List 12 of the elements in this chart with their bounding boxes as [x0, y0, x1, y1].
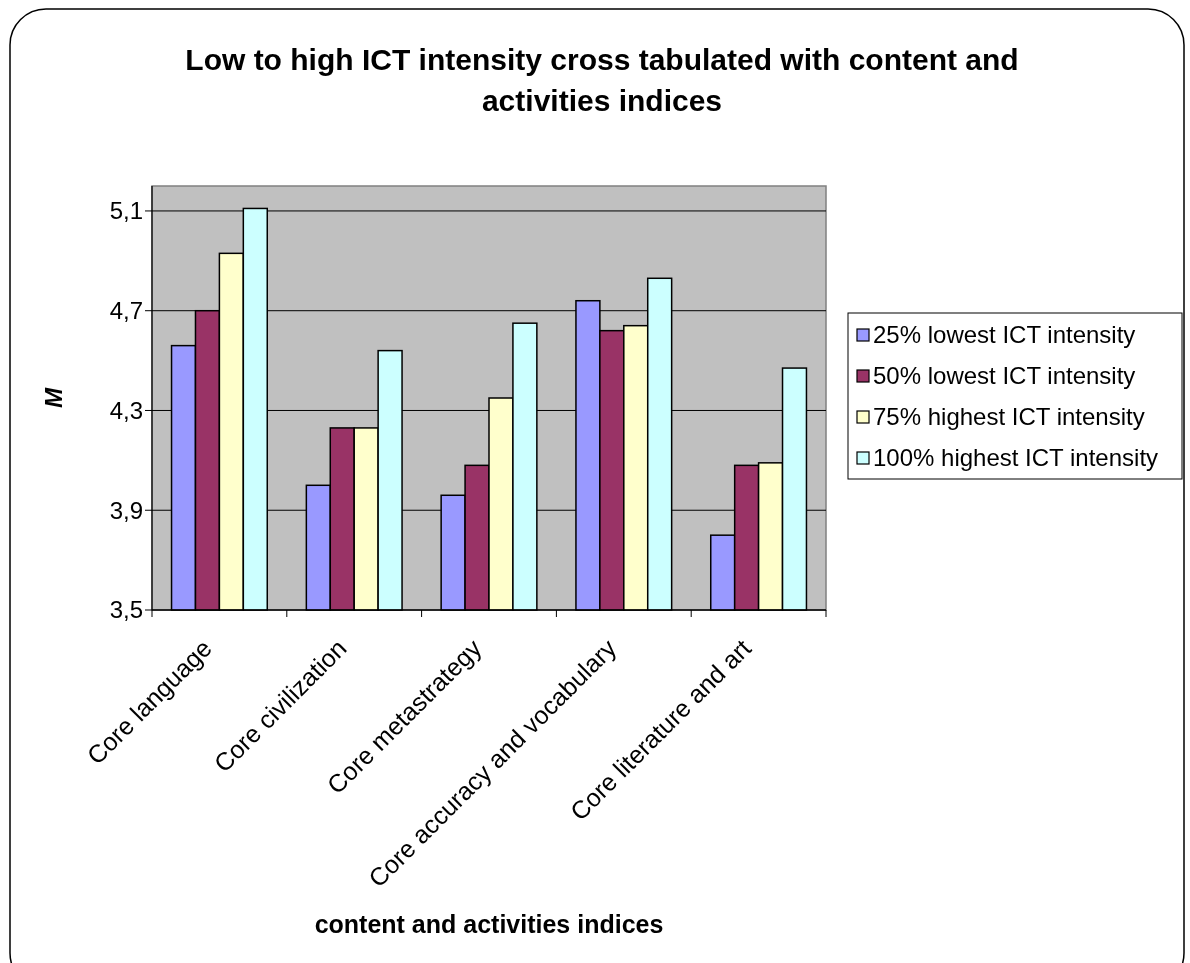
- chart-title: Low to high ICT intensity cross tabulated with content and activities indices: [185, 43, 1019, 117]
- x-axis-title: content and activities indices: [314, 910, 664, 938]
- legend-label: 50% lowest ICT intensity: [873, 362, 1136, 390]
- y-tick-label: 3,5: [109, 596, 143, 624]
- legend-label: 100% highest ICT intensity: [873, 444, 1159, 472]
- y-tick-label: 4,3: [109, 396, 143, 424]
- legend-label: 25% lowest ICT intensity: [873, 321, 1136, 349]
- y-axis-title: M: [40, 387, 67, 408]
- legend-label: 75% highest ICT intensity: [873, 403, 1145, 431]
- y-tick-label: 3,9: [109, 496, 143, 524]
- y-tick-label: 4,7: [109, 297, 143, 325]
- y-tick-label: 5,1: [109, 197, 143, 225]
